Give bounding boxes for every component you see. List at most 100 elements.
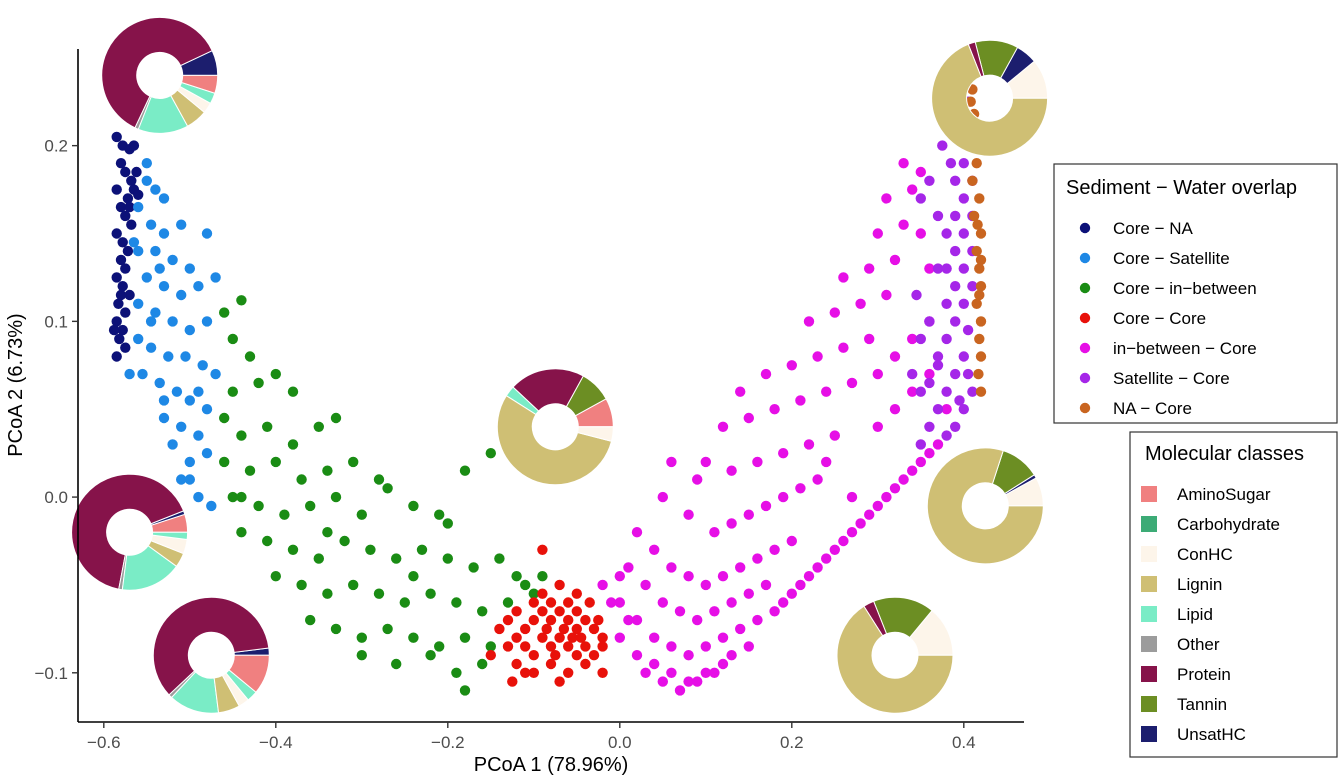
point-in-between-core-105	[674, 685, 686, 696]
legend-label: Carbohydrate	[1177, 515, 1280, 534]
point-core-in-between-44	[270, 571, 281, 582]
point-core-satellite-0	[141, 175, 152, 186]
point-satellite-core-22	[950, 175, 961, 186]
point-satellite-core-46	[945, 158, 957, 169]
legend-key-lignin	[1141, 576, 1157, 592]
donut-insets	[71, 16, 1049, 714]
point-core-satellite-6	[176, 219, 187, 230]
point-core-in-between-30	[459, 465, 471, 476]
legend-key-tannin	[1141, 696, 1157, 712]
legend-title: Sediment − Water overlap	[1066, 177, 1297, 199]
point-core-core-27	[563, 667, 574, 678]
point-na-core-17	[973, 368, 984, 380]
point-in-between-core-54	[821, 386, 832, 397]
point-core-core-22	[588, 650, 600, 661]
point-core-core-18	[554, 632, 565, 643]
series-core-satellite	[124, 158, 221, 512]
point-in-between-core-91	[881, 491, 892, 503]
point-satellite-core-31	[932, 263, 944, 274]
point-core-core-40	[494, 623, 505, 635]
point-satellite-core-16	[958, 228, 969, 239]
point-core-core-8	[571, 623, 582, 635]
donut-slice-lignin	[496, 395, 613, 486]
point-in-between-core-69	[898, 219, 909, 230]
point-core-in-between-69	[528, 588, 539, 599]
point-in-between-core-20	[692, 614, 703, 626]
point-core-core-31	[554, 579, 565, 591]
point-core-in-between-7	[287, 386, 299, 397]
point-core-in-between-0	[219, 307, 230, 318]
point-in-between-core-84	[752, 614, 763, 626]
point-core-core-23	[597, 641, 608, 652]
point-core-satellite-23	[145, 342, 157, 353]
point-core-in-between-74	[408, 571, 419, 582]
point-satellite-core-7	[941, 333, 952, 345]
point-in-between-core-51	[743, 412, 754, 424]
donut-slice-lignin	[931, 43, 1049, 157]
point-core-na-31	[115, 289, 127, 301]
point-in-between-core-80	[872, 500, 883, 512]
point-core-satellite-44	[145, 316, 157, 327]
point-in-between-core-0	[597, 579, 608, 591]
point-core-satellite-24	[163, 351, 174, 362]
point-core-core-6	[554, 606, 565, 617]
legend-key-aminosugar	[1141, 486, 1157, 502]
point-core-core-38	[571, 606, 582, 617]
point-core-in-between-22	[253, 500, 264, 512]
point-satellite-core-35	[915, 386, 926, 397]
point-core-na-17	[120, 263, 131, 274]
point-core-in-between-64	[391, 658, 402, 670]
point-in-between-core-53	[795, 395, 806, 406]
point-core-satellite-27	[210, 368, 221, 380]
point-core-in-between-40	[442, 553, 453, 564]
point-in-between-core-32	[752, 553, 763, 564]
point-core-na-29	[131, 166, 142, 178]
axes	[77, 49, 1024, 723]
legend-key-in-between-core	[1079, 342, 1091, 354]
legend-key-core-na	[1079, 222, 1091, 234]
point-core-in-between-14	[219, 456, 230, 468]
point-core-core-13	[511, 632, 522, 643]
point-in-between-core-79	[855, 518, 866, 529]
point-na-core-9	[975, 228, 987, 239]
point-in-between-core-99	[872, 368, 883, 380]
point-core-satellite-1	[150, 184, 161, 195]
point-core-satellite-3	[133, 201, 144, 213]
point-core-na-20	[124, 289, 135, 301]
donut-core-in-between	[152, 596, 270, 714]
point-in-between-core-47	[778, 448, 789, 459]
point-core-in-between-1	[236, 295, 247, 306]
donut-in-between-core	[836, 596, 954, 714]
point-na-core-15	[974, 333, 985, 345]
point-core-in-between-61	[459, 632, 471, 643]
point-core-core-45	[550, 650, 561, 661]
point-core-na-5	[120, 166, 131, 178]
point-na-core-7	[974, 193, 985, 204]
point-core-core-29	[597, 667, 608, 678]
point-satellite-core-2	[932, 404, 944, 415]
point-core-satellite-7	[133, 245, 144, 257]
point-in-between-core-45	[726, 465, 737, 476]
point-core-in-between-53	[502, 597, 514, 608]
point-in-between-core-67	[889, 254, 901, 266]
point-core-na-21	[113, 298, 124, 309]
point-core-core-21	[580, 641, 591, 652]
point-core-satellite-2	[158, 193, 170, 204]
legend-key-satellite-core	[1079, 372, 1091, 384]
point-in-between-core-60	[864, 333, 875, 345]
point-in-between-core-75	[786, 588, 797, 599]
point-core-in-between-29	[434, 509, 445, 520]
axis-ticks: −0.6 −0.4 −0.2 0.0 0.2 0.4 −0.1 0.0 0.1 0.2	[34, 137, 975, 752]
point-core-core-42	[507, 676, 518, 687]
point-core-in-between-72	[322, 527, 333, 538]
point-satellite-core-37	[932, 360, 944, 371]
point-core-in-between-55	[305, 614, 316, 626]
point-core-core-35	[528, 597, 539, 608]
point-satellite-core-38	[941, 263, 952, 274]
point-satellite-core-36	[924, 377, 935, 389]
point-in-between-core-112	[623, 614, 634, 626]
point-core-core-43	[537, 544, 548, 555]
point-satellite-core-40	[962, 324, 974, 336]
point-core-core-47	[567, 632, 578, 643]
point-core-satellite-17	[133, 298, 144, 309]
